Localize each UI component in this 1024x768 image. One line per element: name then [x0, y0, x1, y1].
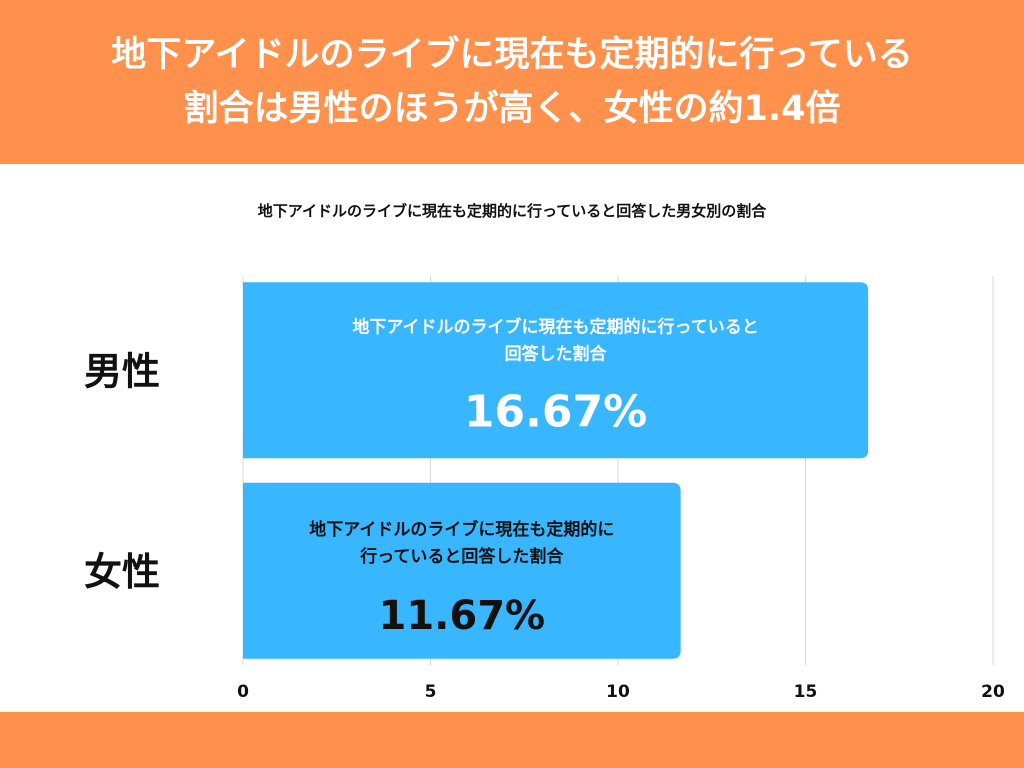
bar-caption: 地下アイドルのライブに現在も定期的に行っていると: [352, 316, 758, 337]
category-label: 女性: [84, 550, 160, 594]
bar: [243, 482, 681, 659]
footer-banner: [0, 712, 1024, 768]
x-tick-label: 20: [981, 682, 1005, 702]
x-tick-label: 15: [794, 682, 818, 702]
chart-title: 地下アイドルのライブに現在も定期的に行っていると回答した男女別の割合: [257, 202, 767, 220]
bar: [243, 282, 869, 459]
category-label: 男性: [84, 349, 160, 393]
data-label: 11.67%: [379, 593, 546, 639]
headline: 地下アイドルのライブに現在も定期的に行っている 割合は男性のほうが高く、女性の約…: [91, 28, 933, 136]
bar-caption: 回答した割合: [505, 343, 608, 364]
header-banner: 地下アイドルのライブに現在も定期的に行っている 割合は男性のほうが高く、女性の約…: [0, 0, 1024, 164]
bar-caption: 行っていると回答した割合: [359, 546, 564, 567]
x-tick-label: 0: [237, 682, 249, 702]
headline-line-2: 割合は男性のほうが高く、女性の約1.4倍: [183, 89, 841, 129]
bar-caption: 地下アイドルのライブに現在も定期的に: [309, 519, 614, 540]
x-tick-label: 10: [606, 682, 630, 702]
headline-line-1: 地下アイドルのライブに現在も定期的に行っている: [111, 35, 913, 75]
data-label: 16.67%: [464, 386, 647, 437]
x-tick-label: 5: [425, 682, 437, 702]
